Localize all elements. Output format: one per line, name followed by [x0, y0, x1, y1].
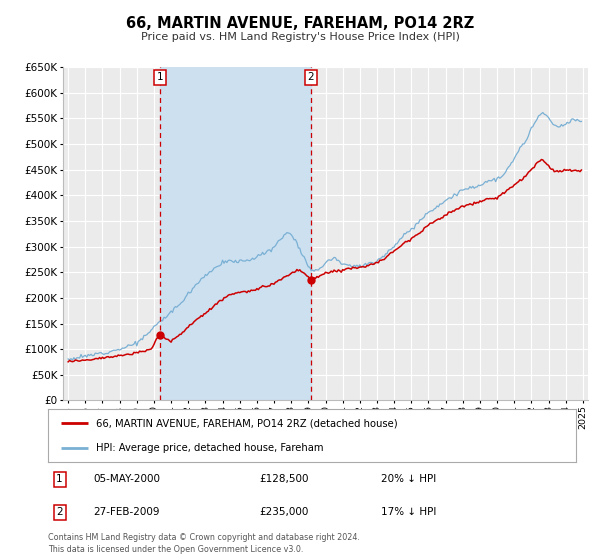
Text: £235,000: £235,000: [259, 507, 308, 517]
Text: Price paid vs. HM Land Registry's House Price Index (HPI): Price paid vs. HM Land Registry's House …: [140, 32, 460, 42]
Text: 1: 1: [56, 474, 63, 484]
Bar: [160, 67, 311, 400]
Text: Contains HM Land Registry data © Crown copyright and database right 2024.
This d: Contains HM Land Registry data © Crown c…: [48, 533, 360, 554]
Text: 05-MAY-2000: 05-MAY-2000: [93, 474, 160, 484]
Text: HPI: Average price, detached house, Fareham: HPI: Average price, detached house, Fare…: [95, 442, 323, 452]
Text: £128,500: £128,500: [259, 474, 309, 484]
Text: 66, MARTIN AVENUE, FAREHAM, PO14 2RZ (detached house): 66, MARTIN AVENUE, FAREHAM, PO14 2RZ (de…: [95, 418, 397, 428]
Text: 17% ↓ HPI: 17% ↓ HPI: [380, 507, 436, 517]
Text: 27-FEB-2009: 27-FEB-2009: [93, 507, 160, 517]
Text: 66, MARTIN AVENUE, FAREHAM, PO14 2RZ: 66, MARTIN AVENUE, FAREHAM, PO14 2RZ: [126, 16, 474, 31]
Text: 2: 2: [308, 72, 314, 82]
Text: 20% ↓ HPI: 20% ↓ HPI: [380, 474, 436, 484]
Text: 2: 2: [56, 507, 63, 517]
Text: 1: 1: [157, 72, 163, 82]
